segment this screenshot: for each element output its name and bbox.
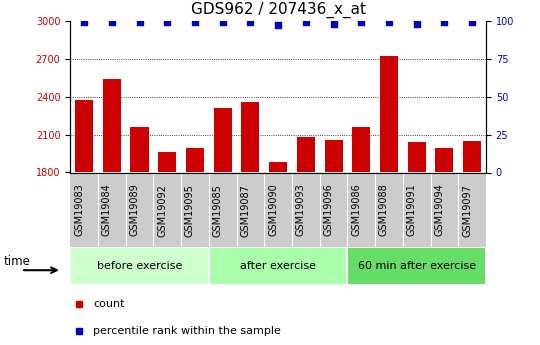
Bar (352, 127, 370, 172)
Text: GSM19086: GSM19086 (351, 184, 361, 236)
Text: GSM19091: GSM19091 (407, 184, 417, 236)
Bar (269, 162, 287, 172)
Bar (435, 148, 454, 172)
Bar (75, 100, 93, 172)
Point (274, 22, 282, 28)
Text: percentile rank within the sample: percentile rank within the sample (93, 326, 281, 336)
Point (135, 19, 144, 25)
Point (357, 19, 366, 25)
Bar (209, 247, 347, 285)
Text: GSM19085: GSM19085 (213, 184, 222, 237)
Point (246, 19, 255, 25)
Point (468, 19, 476, 25)
Text: GSM19084: GSM19084 (102, 184, 112, 236)
Text: GSM19094: GSM19094 (434, 184, 444, 236)
Point (107, 19, 116, 25)
Bar (380, 56, 398, 172)
Point (191, 19, 199, 25)
Bar (463, 141, 481, 172)
Text: count: count (93, 299, 125, 309)
Bar (103, 79, 121, 172)
Text: GSM19088: GSM19088 (379, 184, 389, 236)
Point (440, 19, 449, 25)
Text: GSM19090: GSM19090 (268, 184, 278, 236)
Bar (325, 140, 342, 172)
Text: GSM19097: GSM19097 (462, 184, 472, 237)
Text: time: time (4, 255, 30, 268)
Bar (214, 108, 232, 172)
Text: 60 min after exercise: 60 min after exercise (357, 261, 476, 270)
Bar (158, 152, 176, 172)
Bar (131, 127, 149, 172)
Point (163, 19, 172, 25)
Text: GSM19083: GSM19083 (74, 184, 84, 236)
Text: GSM19095: GSM19095 (185, 184, 195, 237)
Bar (347, 247, 486, 285)
Text: before exercise: before exercise (97, 261, 182, 270)
Text: GSM19093: GSM19093 (296, 184, 306, 236)
Point (384, 19, 393, 25)
Bar (186, 148, 204, 172)
Text: after exercise: after exercise (240, 261, 316, 270)
Title: GDS962 / 207436_x_at: GDS962 / 207436_x_at (191, 2, 366, 18)
Bar (70, 247, 209, 285)
Point (329, 21, 338, 27)
Point (80, 19, 89, 25)
Point (301, 19, 310, 25)
Point (413, 21, 421, 27)
Text: GSM19092: GSM19092 (157, 184, 167, 237)
Bar (297, 137, 315, 172)
Text: GSM19089: GSM19089 (130, 184, 139, 236)
Point (218, 19, 227, 25)
Text: GSM19087: GSM19087 (240, 184, 251, 237)
Bar (241, 102, 259, 172)
Bar (408, 142, 426, 172)
Text: GSM19096: GSM19096 (323, 184, 334, 236)
